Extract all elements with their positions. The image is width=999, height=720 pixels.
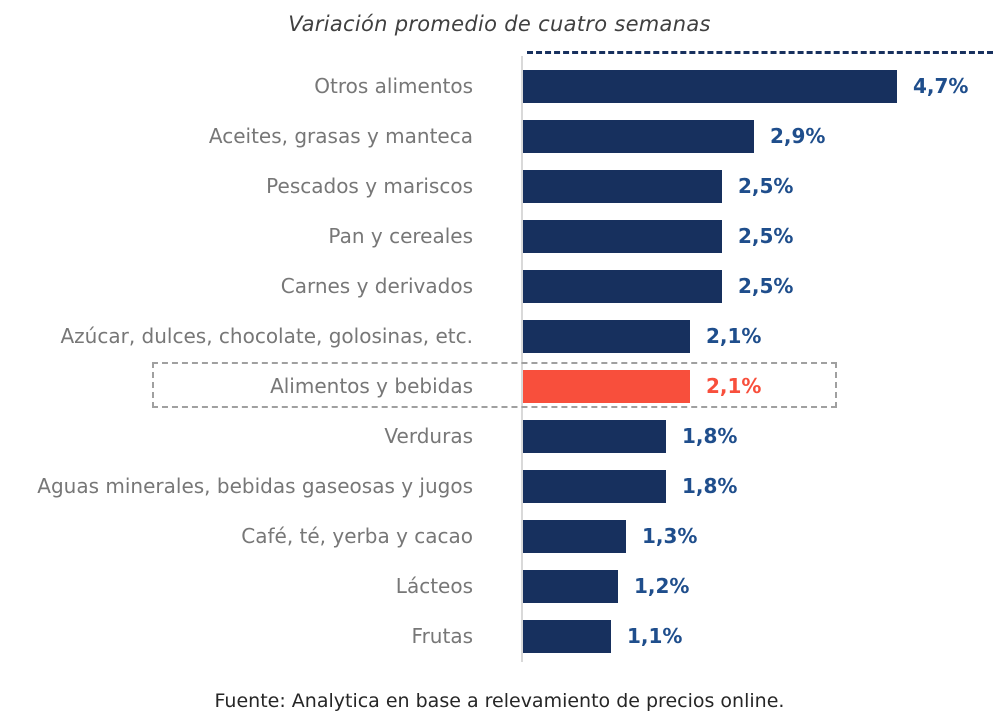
value-label: 4,7% bbox=[913, 74, 969, 98]
value-label: 2,9% bbox=[770, 124, 826, 148]
chart-row: Lácteos 1,2% bbox=[0, 570, 999, 603]
chart-row: Frutas 1,1% bbox=[0, 620, 999, 653]
bar bbox=[523, 470, 666, 503]
bar bbox=[523, 220, 722, 253]
bar bbox=[523, 320, 690, 353]
value-label: 1,8% bbox=[682, 474, 738, 498]
chart-row: Café, té, yerba y cacao 1,3% bbox=[0, 520, 999, 553]
bar bbox=[523, 570, 618, 603]
value-label: 2,1% bbox=[706, 324, 762, 348]
chart-title: Variación promedio de cuatro semanas bbox=[288, 12, 711, 36]
bar bbox=[523, 620, 611, 653]
category-label: Aceites, grasas y manteca bbox=[208, 124, 473, 148]
category-label: Pescados y mariscos bbox=[266, 174, 473, 198]
bar bbox=[523, 70, 897, 103]
category-label: Carnes y derivados bbox=[280, 274, 473, 298]
value-label: 1,8% bbox=[682, 424, 738, 448]
highlight-dashed-box bbox=[152, 362, 837, 408]
chart-row: Verduras 1,8% bbox=[0, 420, 999, 453]
highlighted-bar bbox=[523, 370, 690, 403]
chart-row: Otros alimentos 4,7% bbox=[0, 70, 999, 103]
y-axis-line bbox=[521, 56, 523, 662]
category-label: Alimentos y bebidas bbox=[270, 374, 473, 398]
value-label: 2,5% bbox=[738, 224, 794, 248]
bar bbox=[523, 520, 626, 553]
chart-row: Azúcar, dulces, chocolate, golosinas, et… bbox=[0, 320, 999, 353]
category-label: Café, té, yerba y cacao bbox=[241, 524, 473, 548]
category-label: Verduras bbox=[384, 424, 473, 448]
chart-row: Pescados y mariscos 2,5% bbox=[0, 170, 999, 203]
value-label: 1,2% bbox=[634, 574, 690, 598]
chart-row: Aguas minerales, bebidas gaseosas y jugo… bbox=[0, 470, 999, 503]
bar bbox=[523, 270, 722, 303]
chart-row: Aceites, grasas y manteca 2,9% bbox=[0, 120, 999, 153]
top-dashed-line bbox=[527, 51, 993, 54]
category-label: Frutas bbox=[411, 624, 473, 648]
bar bbox=[523, 120, 754, 153]
source-note: Fuente: Analytica en base a relevamiento… bbox=[214, 690, 785, 712]
bar bbox=[523, 420, 666, 453]
category-label: Pan y cereales bbox=[328, 224, 473, 248]
value-label: 2,5% bbox=[738, 274, 794, 298]
chart-row: Pan y cereales 2,5% bbox=[0, 220, 999, 253]
bar bbox=[523, 170, 722, 203]
value-label: 2,1% bbox=[706, 374, 762, 398]
value-label: 1,1% bbox=[627, 624, 683, 648]
value-label: 2,5% bbox=[738, 174, 794, 198]
category-label: Otros alimentos bbox=[314, 74, 473, 98]
category-label: Lácteos bbox=[395, 574, 473, 598]
category-label: Aguas minerales, bebidas gaseosas y jugo… bbox=[37, 474, 473, 498]
value-label: 1,3% bbox=[642, 524, 698, 548]
chart-row: Alimentos y bebidas 2,1% bbox=[0, 370, 999, 403]
chart-row: Carnes y derivados 2,5% bbox=[0, 270, 999, 303]
category-label: Azúcar, dulces, chocolate, golosinas, et… bbox=[60, 324, 474, 348]
